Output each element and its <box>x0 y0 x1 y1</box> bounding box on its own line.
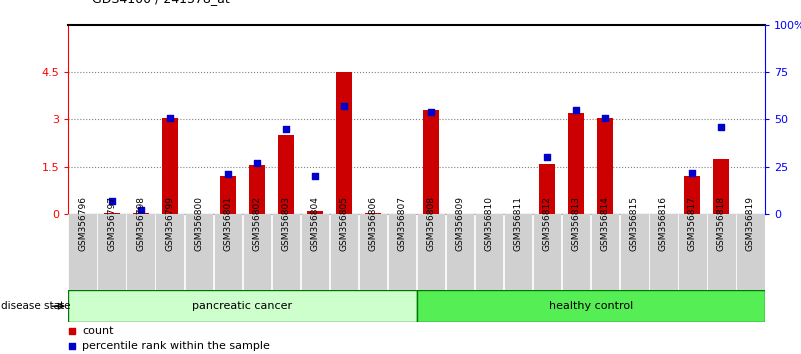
Text: GSM356797: GSM356797 <box>107 196 116 251</box>
Bar <box>598 118 614 214</box>
Bar <box>533 214 562 290</box>
Bar <box>678 214 706 290</box>
Bar <box>539 164 555 214</box>
Text: pancreatic cancer: pancreatic cancer <box>192 301 292 311</box>
Bar <box>300 214 329 290</box>
Text: GSM356803: GSM356803 <box>281 196 290 251</box>
Bar <box>684 176 700 214</box>
Bar <box>133 213 149 214</box>
Text: GSM356809: GSM356809 <box>456 196 465 251</box>
Text: GSM356806: GSM356806 <box>368 196 377 251</box>
Text: GSM356799: GSM356799 <box>165 196 174 251</box>
Text: GSM356816: GSM356816 <box>659 196 668 251</box>
Bar <box>736 214 765 290</box>
Bar <box>562 214 590 290</box>
Bar <box>214 214 242 290</box>
Point <box>65 329 78 334</box>
Bar <box>155 214 184 290</box>
Text: GSM356811: GSM356811 <box>513 196 522 251</box>
Bar <box>504 214 533 290</box>
Bar <box>707 214 735 290</box>
Point <box>715 124 728 130</box>
Point <box>65 344 78 349</box>
Bar <box>184 214 213 290</box>
Bar <box>417 290 765 322</box>
Bar <box>219 176 235 214</box>
Text: disease state: disease state <box>1 301 70 311</box>
Text: GSM356800: GSM356800 <box>195 196 203 251</box>
Point <box>541 154 553 160</box>
Bar <box>714 159 730 214</box>
Point <box>251 160 264 166</box>
Bar <box>68 290 417 322</box>
Bar <box>278 135 294 214</box>
Text: GSM356812: GSM356812 <box>543 196 552 251</box>
Point <box>135 207 147 213</box>
Bar <box>568 113 584 214</box>
Bar <box>359 214 387 290</box>
Bar <box>446 214 474 290</box>
Point <box>686 170 698 175</box>
Text: GSM356807: GSM356807 <box>397 196 406 251</box>
Point <box>308 173 321 179</box>
Text: GSM356801: GSM356801 <box>223 196 232 251</box>
Bar <box>649 214 678 290</box>
Point <box>105 198 118 204</box>
Text: GSM356802: GSM356802 <box>252 196 261 251</box>
Point <box>337 103 350 109</box>
Bar <box>591 214 619 290</box>
Text: GSM356817: GSM356817 <box>688 196 697 251</box>
Bar <box>365 213 381 214</box>
Text: GSM356813: GSM356813 <box>572 196 581 251</box>
Point <box>570 107 582 113</box>
Point <box>221 172 234 177</box>
Text: percentile rank within the sample: percentile rank within the sample <box>82 342 270 352</box>
Bar <box>620 214 649 290</box>
Text: GSM356796: GSM356796 <box>78 196 87 251</box>
Bar <box>98 214 126 290</box>
Text: GDS4100 / 241378_at: GDS4100 / 241378_at <box>92 0 230 5</box>
Bar <box>243 214 271 290</box>
Bar <box>249 165 265 214</box>
Text: GSM356818: GSM356818 <box>717 196 726 251</box>
Bar <box>388 214 417 290</box>
Text: GSM356810: GSM356810 <box>485 196 493 251</box>
Point <box>599 115 612 120</box>
Text: GSM356814: GSM356814 <box>601 196 610 251</box>
Point <box>163 115 176 120</box>
Text: GSM356819: GSM356819 <box>746 196 755 251</box>
Bar <box>127 214 155 290</box>
Bar <box>162 118 178 214</box>
Bar <box>330 214 358 290</box>
Text: GSM356804: GSM356804 <box>311 196 320 251</box>
Text: GSM356805: GSM356805 <box>340 196 348 251</box>
Text: GSM356798: GSM356798 <box>136 196 145 251</box>
Bar <box>103 213 119 214</box>
Text: GSM356808: GSM356808 <box>427 196 436 251</box>
Point <box>425 109 437 115</box>
Bar <box>68 214 97 290</box>
Text: healthy control: healthy control <box>549 301 633 311</box>
Bar <box>475 214 503 290</box>
Bar <box>423 110 439 214</box>
Text: count: count <box>82 326 114 336</box>
Bar <box>272 214 300 290</box>
Text: GSM356815: GSM356815 <box>630 196 638 251</box>
Point <box>280 126 292 132</box>
Bar <box>307 211 323 214</box>
Bar <box>417 214 445 290</box>
Bar <box>336 72 352 214</box>
